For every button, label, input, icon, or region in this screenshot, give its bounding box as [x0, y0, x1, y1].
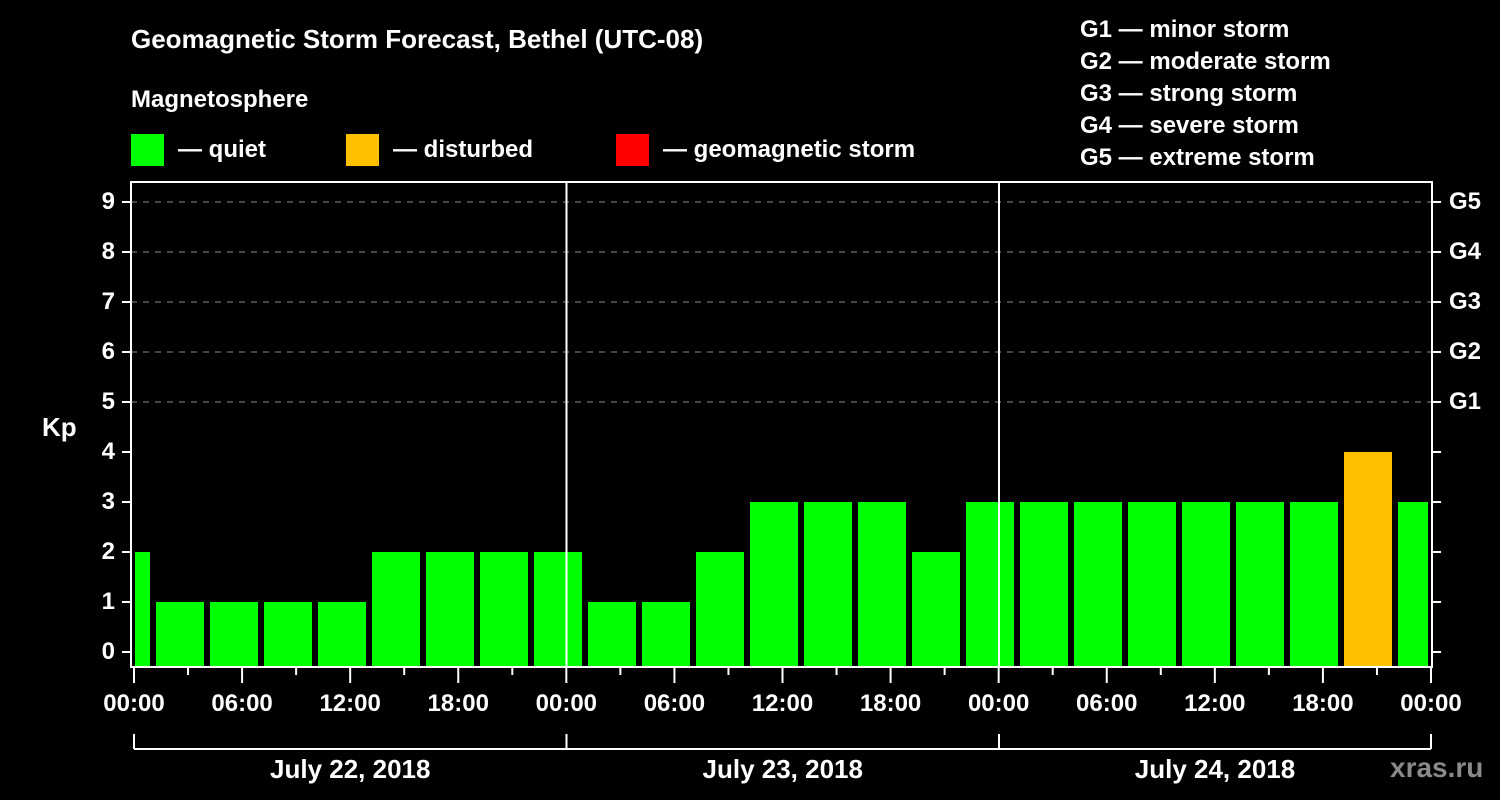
x-tick-label: 18:00 [859, 690, 922, 717]
kp-bar [135, 552, 150, 667]
y-tick-label: 3 [101, 488, 115, 515]
x-tick-label: 12:00 [1184, 690, 1246, 717]
x-tick-label: 06:00 [211, 690, 273, 717]
day-label: July 22, 2018 [270, 754, 431, 784]
g-scale-item: G3 — strong storm [1080, 80, 1298, 107]
kp-bar [1398, 502, 1428, 667]
kp-bar [372, 552, 420, 667]
quiet-swatch-icon [131, 134, 164, 166]
g-tick-label: G4 [1449, 238, 1482, 265]
x-tick-label: 18:00 [427, 690, 489, 717]
day-label: July 24, 2018 [1134, 754, 1296, 784]
legend-label: — geomagnetic storm [663, 136, 916, 163]
x-tick-label: 12:00 [319, 690, 381, 717]
kp-bar [156, 602, 204, 667]
kp-bar [1344, 452, 1392, 667]
y-tick-label: 2 [101, 538, 115, 565]
legend-label: — quiet [178, 136, 266, 163]
chart-title: Geomagnetic Storm Forecast, Bethel (UTC-… [131, 24, 704, 54]
y-tick-label: 9 [101, 188, 115, 215]
y-tick-label: 0 [101, 638, 115, 665]
y-tick-label: 4 [101, 438, 115, 465]
kp-bar [534, 552, 582, 667]
legend-storm: — geomagnetic storm [616, 134, 915, 166]
x-tick-label: 00:00 [103, 690, 165, 717]
kp-bar [1290, 502, 1338, 667]
g-scale-item: G5 — extreme storm [1080, 144, 1315, 171]
watermark: xras.ru [1390, 752, 1484, 783]
storm-swatch-icon [616, 134, 649, 166]
kp-bar [804, 502, 852, 667]
g-tick-label: G1 [1449, 388, 1482, 415]
kp-bar [426, 552, 474, 667]
y-axis-label: Kp [42, 412, 77, 442]
x-tick-label: 12:00 [751, 690, 814, 717]
x-tick-label: 06:00 [643, 690, 706, 717]
day-label: July 23, 2018 [702, 754, 863, 784]
kp-bar [642, 602, 690, 667]
legend-quiet: — quiet [131, 134, 266, 166]
kp-bar [1128, 502, 1176, 667]
x-tick-label: 00:00 [1400, 690, 1462, 717]
y-tick-label: 1 [101, 588, 115, 615]
chart-subtitle: Magnetosphere [131, 86, 309, 113]
x-tick-label: 18:00 [1292, 690, 1354, 717]
g-scale-item: G2 — moderate storm [1080, 48, 1331, 75]
kp-bar [318, 602, 366, 667]
kp-bar [1182, 502, 1230, 667]
g-tick-label: G2 [1449, 338, 1482, 365]
kp-bar [210, 602, 258, 667]
x-tick-label: 00:00 [535, 690, 598, 717]
kp-bar [858, 502, 906, 667]
g-scale-item: G1 — minor storm [1080, 16, 1290, 43]
disturbed-swatch-icon [346, 134, 379, 166]
kp-bar [1236, 502, 1284, 667]
y-tick-label: 8 [101, 238, 115, 265]
kp-bar [966, 502, 1014, 667]
g-tick-label: G5 [1449, 188, 1482, 215]
x-tick-label: 00:00 [967, 690, 1030, 717]
kp-bar [480, 552, 528, 667]
legend-label: — disturbed [393, 136, 534, 163]
legend-disturbed: — disturbed [346, 134, 533, 166]
g-tick-label: G3 [1449, 288, 1482, 315]
y-tick-label: 5 [101, 388, 115, 415]
kp-bar [264, 602, 312, 667]
kp-bar [1020, 502, 1068, 667]
kp-bar [696, 552, 744, 667]
g-scale-item: G4 — severe storm [1080, 112, 1299, 139]
x-tick-label: 06:00 [1076, 690, 1138, 717]
y-tick-label: 6 [101, 338, 115, 365]
kp-bar [588, 602, 636, 667]
kp-bar [912, 552, 960, 667]
kp-bar [1074, 502, 1122, 667]
g-scale-legend: G1 — minor storm G2 — moderate storm G3 … [1080, 14, 1331, 174]
kp-bar [750, 502, 798, 667]
y-tick-label: 7 [101, 288, 115, 315]
